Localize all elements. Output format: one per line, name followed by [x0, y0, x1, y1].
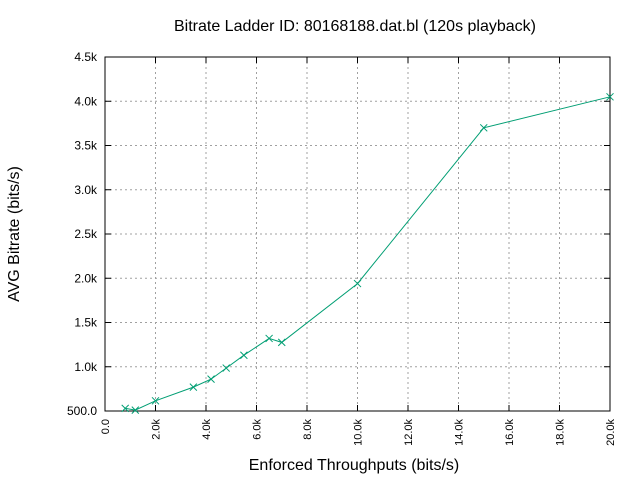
x-tick-label: 12.0k	[403, 419, 415, 446]
x-tick-label: 2.0k	[151, 419, 163, 440]
y-tick-label: 4.0k	[74, 94, 98, 108]
x-tick-label: 0.0	[100, 419, 112, 434]
x-tick-label: 16.0k	[504, 419, 516, 446]
data-point-marker	[121, 404, 130, 413]
y-tick-label: 4.5k	[74, 50, 98, 64]
data-point-marker	[189, 383, 198, 391]
y-tick-label: 2.5k	[74, 227, 98, 241]
y-tick-label: 3.0k	[74, 183, 98, 197]
data-point-marker	[606, 92, 614, 101]
x-tick-label: 20.0k	[605, 419, 617, 446]
y-axis-label: AVG Bitrate (bits/s)	[6, 166, 23, 302]
data-point-marker	[151, 396, 160, 405]
data-point-marker	[240, 351, 248, 360]
plot-frame	[104, 56, 611, 412]
series-line	[125, 96, 611, 411]
x-tick-label: 18.0k	[555, 419, 567, 446]
data-point-marker	[277, 338, 286, 347]
data-point-marker	[131, 406, 140, 414]
data-point-marker	[353, 279, 362, 288]
x-tick-label: 14.0k	[454, 419, 466, 446]
x-tick-labels: 0.0 2.0k 4.0k 6.0k 8.0k 10.0k 12.0k 14.0k 16.0k 1…	[100, 419, 617, 446]
y-tick-label: 1.0k	[74, 360, 98, 374]
data-point-marker	[265, 334, 273, 343]
data-point-marker	[222, 364, 231, 372]
y-tick-label: 500.0	[67, 404, 97, 418]
series-layer	[121, 92, 614, 414]
x-tick-label: 4.0k	[201, 419, 213, 440]
x-axis-label: Enforced Throughputs (bits/s)	[249, 457, 459, 474]
y-tick-label: 2.0k	[74, 271, 98, 285]
grid-layer	[105, 57, 610, 411]
chart-title: Bitrate Ladder ID: 80168188.dat.bl (120s…	[174, 18, 536, 35]
y-tick-label: 1.5k	[74, 316, 98, 330]
y-tick-labels: 500.0 1.0k 1.5k 2.0k 2.5k 3.0k 3.5k 4.0k 4.5k	[67, 50, 98, 418]
x-tick-label: 10.0k	[353, 419, 365, 446]
x-tick-label: 6.0k	[252, 419, 264, 440]
x-tick-label: 8.0k	[302, 419, 314, 440]
y-tick-label: 3.5k	[74, 139, 98, 153]
data-point-marker	[207, 375, 215, 383]
data-point-marker	[479, 123, 488, 132]
